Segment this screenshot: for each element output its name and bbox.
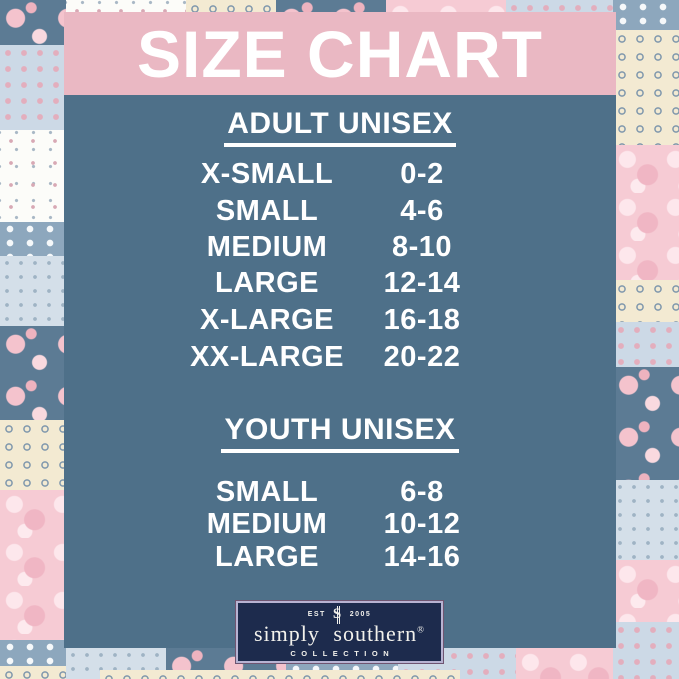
size-row-adult-xsmall: X-SMALL 0-2 [64,156,616,192]
quilt-patch [0,256,66,326]
size-label: LARGE [215,267,319,299]
quilt-patch [66,0,186,13]
page-title: SIZE CHART [137,16,543,91]
quilt-patch [0,420,66,490]
size-label: SMALL [215,476,319,508]
quilt-patch [613,622,679,679]
size-label: MEDIUM [206,508,328,540]
quilt-patch [0,326,66,420]
adult-section-heading: ADULT UNISEX [64,107,616,147]
logo-year-text: 2005 [349,611,372,619]
size-label: LARGE [215,541,319,573]
quilt-patch [0,0,66,45]
size-row-youth-small: SMALL 6-8 [64,474,616,510]
quilt-patch [0,222,66,256]
youth-section-heading: YOUTH UNISEX [64,413,616,453]
size-range: 16-18 [383,304,461,336]
size-row-adult-large: LARGE 12-14 [64,265,616,301]
size-label: X-LARGE [200,304,334,336]
quilt-patch [613,0,679,30]
size-row-adult-xlarge: X-LARGE 16-18 [64,302,616,338]
logo-brand-name: simply southern® [238,620,441,646]
size-label: MEDIUM [206,231,328,263]
youth-heading-text: YOUTH UNISEX [221,413,459,453]
quilt-patch [0,490,66,640]
logo-brand-text: simply southern [253,620,418,646]
quilt-patch [613,480,679,560]
size-range: 6-8 [400,476,444,508]
size-label: X-SMALL [200,158,334,190]
size-label: XX-LARGE [190,341,344,373]
quilt-patch [613,367,679,480]
brand-logo: EST S 2005 simply southern® COLLECTION [236,601,443,663]
size-label: SMALL [215,195,319,227]
quilt-patch [0,130,66,222]
size-range: 12-14 [383,267,461,299]
quilt-patch [613,280,679,322]
size-row-adult-small: SMALL 4-6 [64,193,616,229]
size-row-youth-large: LARGE 14-16 [64,539,616,575]
size-range: 14-16 [383,541,461,573]
header-band: SIZE CHART [64,12,616,95]
logo-est-line: EST S 2005 [238,606,441,623]
quilt-patch [386,0,506,13]
logo-collection-text: COLLECTION [290,648,395,658]
size-range: 8-10 [391,231,453,263]
quilt-patch [506,0,614,13]
size-chart-panel: ADULT UNISEX X-SMALL 0-2 SMALL 4-6 MEDIU… [64,95,616,663]
size-range: 10-12 [383,508,461,540]
quilt-patch [516,648,613,679]
size-range: 20-22 [383,341,461,373]
quilt-patch [613,322,679,367]
quilt-patch [613,30,679,145]
size-row-youth-medium: MEDIUM 10-12 [64,506,616,542]
quilt-patch [276,0,386,13]
quilt-patch [0,640,66,666]
registered-mark: ® [417,624,425,635]
quilt-patch [100,670,460,679]
quilt-patch [186,0,276,13]
size-range: 0-2 [400,158,444,190]
size-range: 4-6 [400,195,444,227]
adult-heading-text: ADULT UNISEX [224,107,456,147]
ss-monogram-icon: S [332,606,343,623]
quilt-patch [613,560,679,622]
size-row-adult-medium: MEDIUM 8-10 [64,229,616,265]
quilt-patch [613,145,679,280]
quilt-patch [0,45,66,130]
logo-est-text: EST [307,611,326,619]
size-row-adult-xxlarge: XX-LARGE 20-22 [64,339,616,375]
quilt-patch [0,666,66,679]
